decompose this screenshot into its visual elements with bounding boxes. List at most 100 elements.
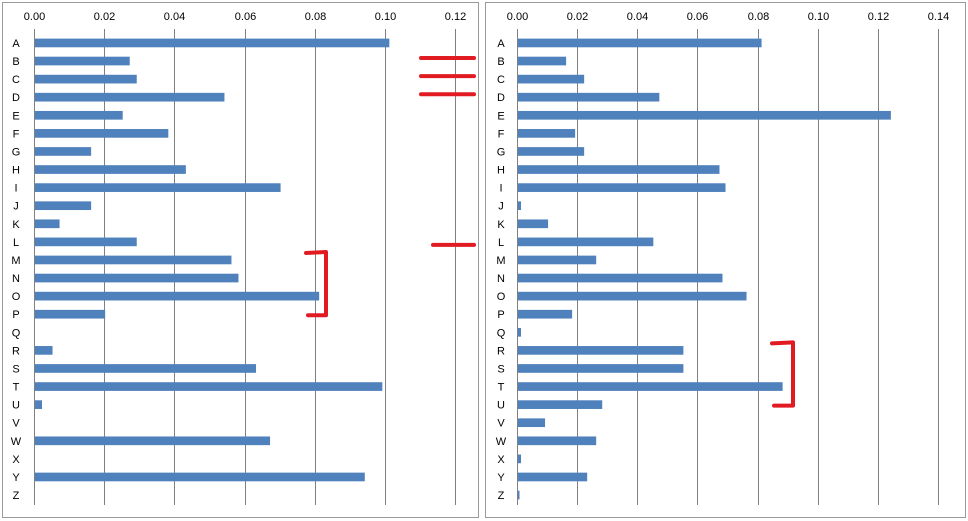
bar-k bbox=[518, 219, 549, 229]
category-label: F bbox=[13, 128, 20, 140]
x-tick-label: 0.12 bbox=[868, 11, 889, 23]
category-label: A bbox=[497, 38, 505, 50]
x-tick-label: 0.06 bbox=[687, 11, 708, 23]
x-tick-label: 0.08 bbox=[748, 11, 769, 23]
x-tick-label: 0.04 bbox=[164, 11, 185, 23]
bar-g bbox=[35, 147, 92, 156]
category-label: F bbox=[498, 128, 505, 140]
bar-s bbox=[35, 364, 257, 373]
bar-y bbox=[35, 472, 365, 482]
red-bracket-annotation bbox=[770, 340, 795, 408]
x-tick-label: 0.00 bbox=[24, 11, 45, 23]
category-label: I bbox=[14, 183, 17, 195]
bar-c bbox=[518, 74, 585, 84]
left-chart: 0.00 0.02 0.04 0.06 0.08 0.10 0.12 ABCDEFGHIJKL… bbox=[11, 11, 466, 505]
red-bracket-annotation bbox=[304, 249, 328, 318]
bar-l bbox=[518, 237, 654, 247]
bar-o bbox=[35, 291, 320, 301]
category-label: U bbox=[497, 400, 505, 412]
category-label: O bbox=[12, 291, 21, 303]
bar-n bbox=[518, 273, 723, 283]
category-label: K bbox=[497, 219, 505, 231]
bar-m bbox=[518, 255, 597, 265]
right-chart: 0.00 0.02 0.04 0.06 0.08 0.10 0.12 0.14 ABCDEFGH… bbox=[496, 11, 949, 505]
category-label: B bbox=[497, 56, 504, 68]
x-tick-label: 0.02 bbox=[567, 11, 588, 23]
bar-t bbox=[518, 382, 783, 391]
category-label: G bbox=[12, 146, 21, 158]
category-label: C bbox=[12, 74, 20, 86]
x-tick-label: 0.12 bbox=[445, 11, 466, 23]
bar-g bbox=[518, 147, 585, 156]
bar-r bbox=[518, 346, 684, 355]
x-tick-label: 0.10 bbox=[375, 11, 396, 23]
x-tick-label: 0.08 bbox=[305, 11, 326, 23]
category-label: K bbox=[12, 219, 20, 231]
category-label: N bbox=[12, 273, 20, 285]
category-label: U bbox=[12, 400, 20, 412]
annotation-layer bbox=[304, 56, 795, 408]
category-label: B bbox=[12, 56, 19, 68]
category-label: N bbox=[497, 273, 505, 285]
category-label: V bbox=[12, 418, 20, 430]
bar-d bbox=[35, 92, 225, 102]
category-label: T bbox=[13, 382, 20, 394]
bar-a bbox=[35, 38, 390, 48]
category-label: L bbox=[13, 237, 19, 249]
x-tick-label: 0.02 bbox=[94, 11, 115, 23]
bar-p bbox=[518, 309, 573, 319]
x-tick-label: 0.04 bbox=[627, 11, 648, 23]
category-label: P bbox=[497, 309, 504, 321]
bar-e bbox=[35, 110, 123, 120]
bar-m bbox=[35, 255, 232, 265]
bar-q bbox=[518, 327, 522, 337]
category-label: Z bbox=[13, 490, 20, 502]
category-label: Z bbox=[498, 490, 505, 502]
bar-u bbox=[518, 400, 603, 409]
category-label: D bbox=[497, 92, 505, 104]
bar-x bbox=[518, 454, 522, 464]
category-label: W bbox=[496, 436, 507, 448]
bar-r bbox=[35, 346, 53, 355]
category-label: Y bbox=[12, 472, 20, 484]
bar-h bbox=[35, 165, 186, 174]
category-label: R bbox=[497, 345, 505, 357]
bar-f bbox=[35, 129, 169, 138]
category-label: L bbox=[498, 237, 504, 249]
bar-t bbox=[35, 382, 383, 391]
category-label: P bbox=[12, 309, 19, 321]
bar-w bbox=[518, 436, 597, 446]
category-label: J bbox=[498, 201, 504, 213]
bar-a bbox=[518, 38, 762, 48]
category-label: M bbox=[11, 255, 20, 267]
category-label: Q bbox=[497, 327, 506, 339]
category-label: O bbox=[497, 291, 506, 303]
bar-i bbox=[518, 183, 726, 192]
category-label: X bbox=[497, 454, 505, 466]
bar-p bbox=[35, 309, 106, 319]
category-label: E bbox=[12, 110, 19, 122]
bar-l bbox=[35, 237, 137, 247]
x-tick-label: 0.14 bbox=[928, 11, 949, 23]
bar-v bbox=[518, 418, 546, 428]
category-label: J bbox=[13, 201, 19, 213]
category-label: Q bbox=[12, 327, 21, 339]
category-label: M bbox=[496, 255, 505, 267]
x-tick-label: 0.00 bbox=[507, 11, 528, 23]
category-label: S bbox=[497, 363, 504, 375]
bar-n bbox=[35, 273, 239, 283]
category-label: H bbox=[12, 165, 20, 177]
bar-i bbox=[35, 183, 281, 192]
bar-s bbox=[518, 364, 684, 373]
category-label: H bbox=[497, 165, 505, 177]
bar-y bbox=[518, 472, 588, 482]
category-label: E bbox=[497, 110, 504, 122]
category-label: D bbox=[12, 92, 20, 104]
category-label: T bbox=[498, 382, 505, 394]
bar-c bbox=[35, 74, 137, 84]
category-label: I bbox=[499, 183, 502, 195]
category-label: Y bbox=[497, 472, 505, 484]
bar-j bbox=[518, 201, 522, 211]
category-label: X bbox=[12, 454, 20, 466]
